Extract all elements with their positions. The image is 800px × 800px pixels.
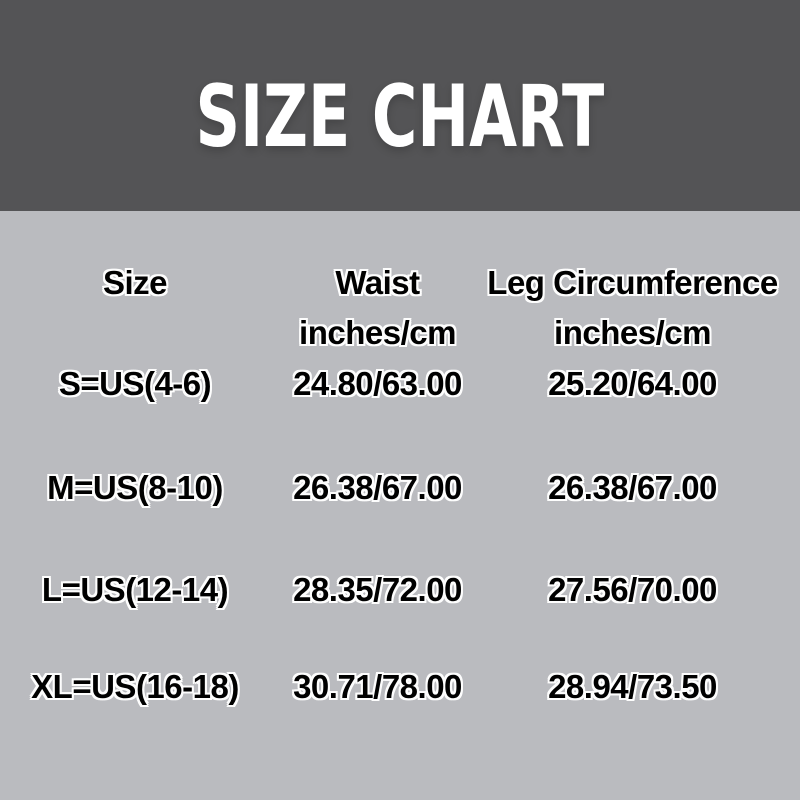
table-units-row: inches/cm inches/cm — [0, 315, 800, 351]
table-row: L=US(12-14) 28.35/72.00 27.56/70.00 — [0, 572, 800, 608]
waist-value-s: 24.80/63.00 — [293, 365, 462, 402]
waist-value-l: 28.35/72.00 — [293, 571, 462, 608]
leg-value-s: 25.20/64.00 — [548, 365, 717, 402]
size-label-s: S=US(4-6) — [58, 365, 212, 402]
size-label-m: M=US(8-10) — [47, 469, 223, 506]
waist-value-xl: 30.71/78.00 — [293, 668, 462, 705]
table-header-row: Size Waist Leg Circumference — [0, 265, 800, 301]
units-leg-circumference: inches/cm — [554, 314, 711, 351]
waist-value-m: 26.38/67.00 — [293, 469, 462, 506]
size-label-xl: XL=US(16-18) — [31, 668, 239, 705]
leg-value-l: 27.56/70.00 — [548, 571, 717, 608]
column-header-leg-circumference: Leg Circumference — [487, 264, 778, 301]
units-waist: inches/cm — [299, 314, 456, 351]
table-row: XL=US(16-18) 30.71/78.00 28.94/73.50 — [0, 669, 800, 705]
page-title: SIZE CHART — [195, 66, 605, 167]
table-row: S=US(4-6) 24.80/63.00 25.20/64.00 — [0, 366, 800, 402]
title-banner: SIZE CHART — [0, 0, 800, 211]
size-label-l: L=US(12-14) — [41, 571, 229, 608]
column-header-waist: Waist — [335, 264, 420, 301]
table-row: M=US(8-10) 26.38/67.00 26.38/67.00 — [0, 470, 800, 506]
units-size-empty — [0, 315, 270, 351]
leg-value-m: 26.38/67.00 — [548, 469, 717, 506]
leg-value-xl: 28.94/73.50 — [548, 668, 717, 705]
column-header-size: Size — [102, 264, 168, 301]
